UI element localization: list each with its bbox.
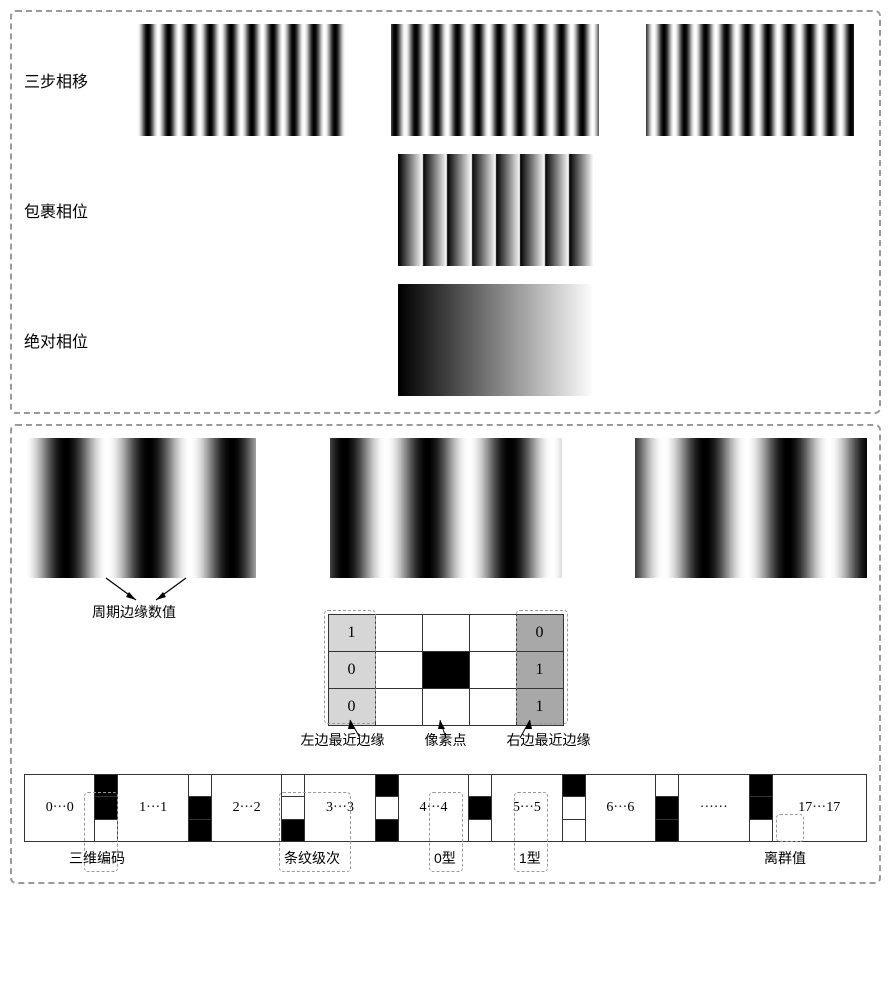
code-bit-white xyxy=(469,820,491,841)
linear-gradient-pattern xyxy=(398,284,593,396)
strip-label-2: 条纹级次 xyxy=(284,848,340,868)
strip-segment: 6···6 xyxy=(586,775,679,841)
code-bit-black xyxy=(189,797,211,819)
grid-c13 xyxy=(469,652,516,689)
grid-l0: 1 xyxy=(328,615,375,652)
row-three-step: 三步相移 xyxy=(24,24,867,136)
code-bit-black xyxy=(563,775,585,797)
strip-number: 1···1 xyxy=(118,775,187,841)
grid-l2: 0 xyxy=(328,689,375,726)
code-bit-white xyxy=(750,820,772,841)
grid-l1: 0 xyxy=(328,652,375,689)
grid-c03 xyxy=(469,615,516,652)
strip-label-4: 1型 xyxy=(519,848,541,868)
lower-image-row xyxy=(24,438,867,578)
strip-number: 6···6 xyxy=(586,775,655,841)
pixel-grid: 1 0 0 1 0 1 xyxy=(328,614,564,726)
strip-segment: 1···1 xyxy=(118,775,211,841)
lower-panel: 周期边缘数值 1 0 0 1 xyxy=(10,424,881,884)
wide-sine-3 xyxy=(635,438,867,578)
encoding-strip: 0···0 1···1 2···2 3···3 4···4 5···5 6···6 ·····… xyxy=(24,774,867,842)
code-bit-black xyxy=(376,820,398,841)
strip-segment: ······ xyxy=(679,775,772,841)
row1-content xyxy=(124,24,867,136)
code-bit-black xyxy=(656,820,678,841)
code-bit-white xyxy=(563,797,585,819)
code-bit-black xyxy=(282,820,304,841)
code-bit-white xyxy=(282,775,304,797)
code-column xyxy=(749,775,773,841)
strip-label-1: 三维编码 xyxy=(69,848,125,868)
strip-number: ······ xyxy=(679,775,748,841)
grid-r2: 1 xyxy=(516,689,563,726)
upper-panel: 三步相移 包裹相位 绝对相位 xyxy=(10,10,881,414)
label-absolute-phase: 绝对相位 xyxy=(24,328,124,352)
strip-number: 0···0 xyxy=(25,775,94,841)
code-column xyxy=(281,775,305,841)
label-three-step: 三步相移 xyxy=(24,68,124,92)
grid-label-right: 右边最近边缘 xyxy=(507,730,591,750)
wide-sine-2 xyxy=(330,438,562,578)
grid-c11 xyxy=(375,652,422,689)
code-column xyxy=(468,775,492,841)
strip-segment: 3···3 xyxy=(305,775,398,841)
grid-c01 xyxy=(375,615,422,652)
grid-c02 xyxy=(422,615,469,652)
strip-labels: 三维编码 条纹级次 0型 1型 离群值 xyxy=(24,848,867,870)
code-bit-white xyxy=(563,820,585,841)
strip-segment: 17···17 xyxy=(773,775,866,841)
code-bit-black xyxy=(750,775,772,797)
code-bit-white xyxy=(376,797,398,819)
strip-number: 5···5 xyxy=(492,775,561,841)
grid-pixel xyxy=(422,652,469,689)
grid-c21 xyxy=(375,689,422,726)
code-bit-black xyxy=(469,797,491,819)
grid-r1: 1 xyxy=(516,652,563,689)
code-bit-black xyxy=(750,797,772,819)
sine-pattern-3 xyxy=(646,24,854,136)
label-wrapped-phase: 包裹相位 xyxy=(24,198,124,222)
strip-number: 2···2 xyxy=(212,775,281,841)
row2-content xyxy=(124,154,867,266)
strip-label-3: 0型 xyxy=(434,848,456,868)
code-bit-white xyxy=(469,775,491,797)
code-bit-white xyxy=(656,775,678,797)
strip-segment: 2···2 xyxy=(212,775,305,841)
code-bit-white xyxy=(189,775,211,797)
code-bit-black xyxy=(95,797,117,819)
grid-label-left: 左边最近边缘 xyxy=(301,730,385,750)
code-bit-white xyxy=(282,797,304,819)
strip-segment: 0···0 xyxy=(25,775,118,841)
row-wrapped-phase: 包裹相位 xyxy=(24,154,867,266)
grid-labels-row: 左边最近边缘 像素点 右边最近边缘 xyxy=(24,730,867,750)
code-bit-black xyxy=(189,820,211,841)
strip-number: 3···3 xyxy=(305,775,374,841)
grid-label-center: 像素点 xyxy=(425,730,467,750)
code-bit-white xyxy=(95,820,117,841)
grid-c23 xyxy=(469,689,516,726)
code-bit-black xyxy=(656,797,678,819)
strip-label-5: 离群值 xyxy=(764,848,806,868)
strip-number: 4···4 xyxy=(399,775,468,841)
strip-segment: 5···5 xyxy=(492,775,585,841)
row-absolute-phase: 绝对相位 xyxy=(24,284,867,396)
code-bit-black xyxy=(376,775,398,797)
code-column xyxy=(375,775,399,841)
code-column xyxy=(562,775,586,841)
code-column xyxy=(655,775,679,841)
code-column xyxy=(94,775,118,841)
strip-number: 17···17 xyxy=(773,775,866,841)
sine-pattern-2 xyxy=(391,24,599,136)
sawtooth-pattern xyxy=(398,154,593,266)
code-column xyxy=(188,775,212,841)
grid-r0: 0 xyxy=(516,615,563,652)
wide-sine-1 xyxy=(24,438,256,578)
row3-content xyxy=(124,284,867,396)
sine-pattern-1 xyxy=(137,24,345,136)
pixel-grid-wrapper: 1 0 0 1 0 1 xyxy=(24,614,867,726)
code-bit-black xyxy=(95,775,117,797)
grid-c22 xyxy=(422,689,469,726)
strip-segment: 4···4 xyxy=(399,775,492,841)
